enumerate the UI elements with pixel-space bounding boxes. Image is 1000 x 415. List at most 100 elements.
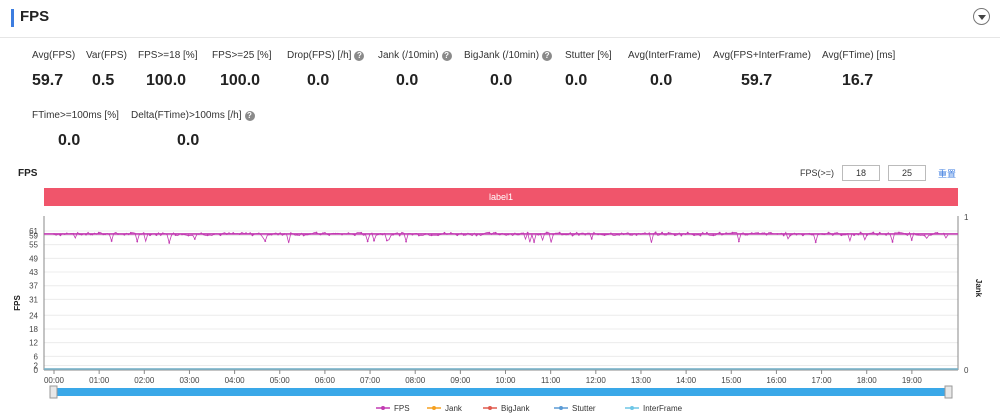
fps-point — [321, 232, 324, 235]
metric-label: FTime>=100ms [%] — [32, 110, 119, 121]
help-icon[interactable]: ? — [441, 50, 452, 61]
fps-point — [142, 232, 145, 235]
collapse-button[interactable] — [973, 8, 990, 25]
legend-item-bigjank[interactable]: BigJank — [483, 404, 530, 413]
x-tick-label: 18:00 — [857, 376, 878, 385]
fps-point — [65, 232, 68, 235]
help-icon[interactable]: ? — [244, 110, 255, 121]
fps-point — [802, 234, 804, 237]
y-tick-label: 55 — [29, 241, 38, 250]
fps-point — [757, 232, 760, 234]
y-tick-label: 37 — [29, 282, 38, 291]
fps-point — [187, 234, 190, 237]
fps-point — [917, 233, 920, 236]
metric-label: Delta(FTime)>100ms [/h]? — [131, 110, 255, 121]
metric-label: Jank (/10min)? — [378, 50, 452, 61]
metric-label-text: Avg(FPS+InterFrame) — [713, 50, 811, 61]
y2-axis-title: Jank — [974, 279, 983, 298]
legend-item-stutter[interactable]: Stutter — [554, 404, 596, 413]
fps-point — [405, 240, 407, 243]
metric-11: FTime>=100ms [%] 0.0 — [32, 110, 119, 150]
fps-point — [366, 240, 369, 243]
metric-7: Stutter [%] 0.0 — [565, 50, 612, 90]
x-tick-label: 10:00 — [495, 376, 516, 385]
zoom-handle-left[interactable] — [49, 385, 58, 399]
fps-point — [597, 233, 599, 236]
legend-marker — [488, 406, 492, 410]
fps-point — [481, 233, 484, 236]
fps-point — [238, 233, 241, 236]
fps-point — [738, 240, 740, 243]
legend-item-interframe[interactable]: InterFrame — [625, 404, 683, 413]
fps-point — [430, 234, 433, 237]
section-header: FPS — [0, 0, 1000, 38]
fps-threshold-high-input[interactable] — [888, 165, 927, 181]
y-tick-label: 31 — [29, 295, 38, 304]
reset-button[interactable]: 重置 — [938, 168, 957, 179]
legend-marker — [559, 406, 563, 410]
help-icon[interactable]: ? — [542, 50, 553, 61]
fps-point — [149, 234, 151, 237]
fps-point — [520, 232, 523, 235]
legend-item-fps[interactable]: FPS — [376, 404, 410, 413]
fps-point — [411, 233, 414, 236]
legend-label: FPS — [394, 404, 410, 413]
fps-point — [309, 233, 311, 235]
fps-point — [488, 231, 491, 234]
y-tick-label: 2 — [34, 361, 39, 370]
fps-point — [161, 232, 164, 235]
x-tick-label: 05:00 — [270, 376, 291, 385]
fps-point — [821, 233, 824, 235]
x-tick-label: 02:00 — [134, 376, 155, 385]
fps-point — [264, 240, 267, 242]
fps-point — [558, 231, 561, 234]
zoom-slider-track — [54, 388, 948, 396]
help-icon[interactable]: ? — [354, 50, 365, 61]
x-tick-label: 14:00 — [676, 376, 697, 385]
x-tick-label: 09:00 — [450, 376, 471, 385]
metric-label-text: Delta(FTime)>100ms [/h] — [131, 110, 242, 121]
fps-point — [834, 232, 836, 235]
fps-point — [181, 233, 183, 236]
fps-point — [193, 238, 196, 240]
metric-label-text: Var(FPS) — [86, 50, 127, 61]
fps-point — [174, 234, 177, 236]
metric-value: 0.0 — [58, 132, 81, 149]
fps-point — [616, 233, 619, 236]
y-tick-label: 0 — [34, 366, 39, 375]
fps-point — [251, 234, 254, 237]
metric-label: Stutter [%] — [565, 50, 612, 61]
metric-label-text: Stutter [%] — [565, 50, 612, 61]
y2-tick-label: 1 — [964, 213, 969, 222]
metric-label: Var(FPS) — [86, 50, 127, 61]
fps-point — [750, 232, 753, 234]
fps-point — [245, 232, 247, 235]
fps-point — [853, 234, 856, 236]
fps-point — [942, 232, 945, 235]
fps-point — [654, 231, 657, 234]
legend-item-jank[interactable]: Jank — [427, 404, 463, 413]
legend-marker — [432, 406, 436, 410]
fps-threshold-low-input[interactable] — [842, 165, 881, 181]
fps-point — [571, 234, 574, 237]
fps-point — [501, 232, 503, 235]
fps-point — [117, 233, 119, 236]
metric-value: 59.7 — [741, 72, 773, 89]
label-bar[interactable]: label1 — [44, 188, 958, 206]
fps-point — [904, 233, 907, 235]
fps-point — [91, 233, 94, 236]
fps-point — [923, 234, 926, 237]
metric-value: 0.0 — [177, 132, 200, 149]
fps-point — [494, 231, 497, 234]
fps-point — [603, 234, 606, 236]
y-tick-label: 43 — [29, 268, 38, 277]
y-tick-label: 49 — [29, 254, 38, 263]
fps-point — [334, 232, 337, 235]
fps-point — [667, 231, 670, 234]
fps-point — [712, 234, 715, 237]
zoom-handle-right[interactable] — [944, 385, 953, 399]
metric-value: 100.0 — [220, 72, 261, 89]
fps-point — [731, 231, 734, 234]
fps-point — [763, 232, 766, 235]
